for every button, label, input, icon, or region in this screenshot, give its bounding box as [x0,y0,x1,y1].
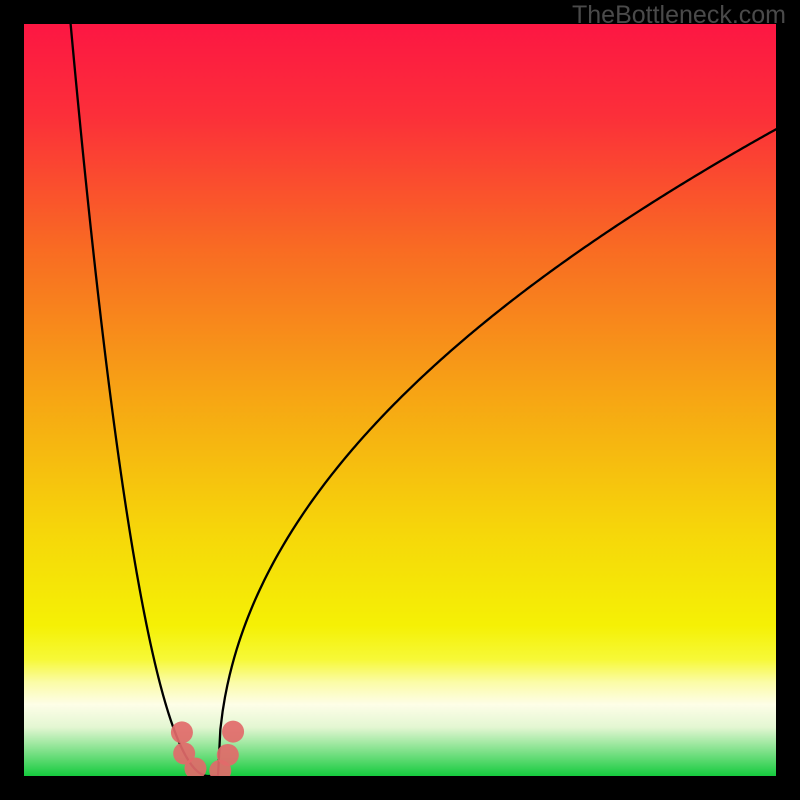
watermark-text: TheBottleneck.com [572,1,786,30]
scatter-dot [222,721,244,743]
scatter-dot [217,744,239,766]
plot-area [24,24,776,776]
bottleneck-curve [71,24,776,776]
curve-layer [24,24,776,776]
scatter-dot [171,721,193,743]
scatter-dots [171,721,244,776]
